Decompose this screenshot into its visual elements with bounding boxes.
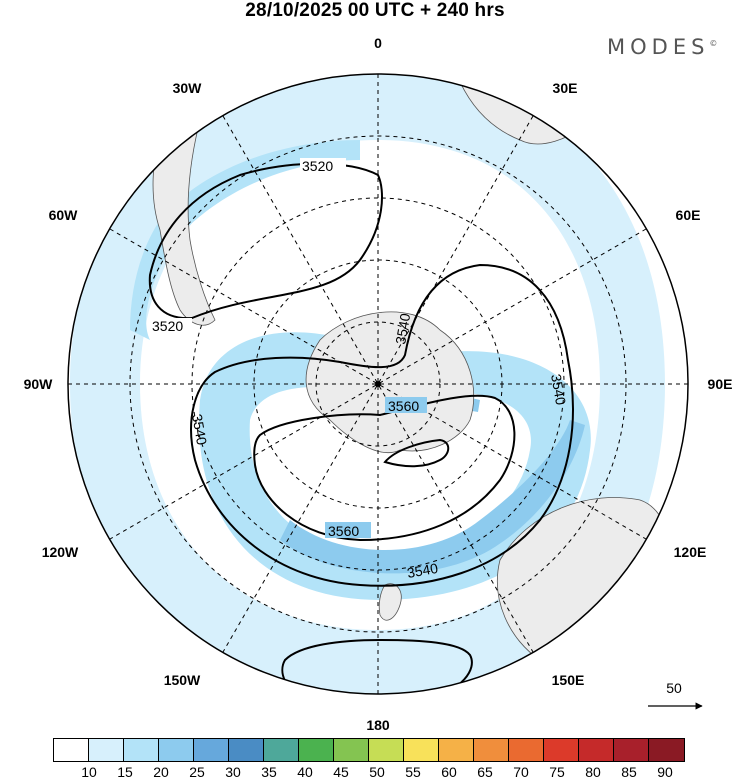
contour-label-3560-south: 3560	[328, 523, 359, 539]
brand-text: MODES	[607, 35, 710, 59]
lon-label-60e: 60E	[676, 207, 701, 223]
colorbar-tick-label: 70	[513, 764, 529, 780]
contour-labels: 3520 3520 3540 3540 3540 3560 3560 3540	[150, 158, 569, 581]
contour-3540-south	[281, 638, 473, 694]
lon-label-150e: 150E	[552, 672, 585, 688]
lon-label-150w: 150W	[164, 672, 201, 688]
colorbar-tick-label: 90	[657, 764, 673, 780]
colorbar-tick-label: 50	[369, 764, 385, 780]
lon-label-120e: 120E	[674, 544, 707, 560]
colorbar-cell	[544, 739, 579, 761]
colorbar-cell	[229, 739, 264, 761]
colorbar-cell	[89, 739, 124, 761]
contour-3560	[253, 394, 516, 542]
colorbar-tick-label: 40	[297, 764, 313, 780]
colorbar-cell	[264, 739, 299, 761]
contour-label-3540-south: 3540	[406, 560, 440, 581]
lon-label-30w: 30W	[173, 80, 203, 96]
colorbar-tick-label: 20	[153, 764, 169, 780]
graticule	[68, 74, 688, 694]
lon-label-0: 0	[374, 35, 382, 51]
south-pole-marker	[375, 381, 381, 387]
colorbar-tick-label: 45	[333, 764, 349, 780]
colorbar-cell	[194, 739, 229, 761]
colorbar-cell	[614, 739, 649, 761]
colorbar-cell	[474, 739, 509, 761]
colorbar-cell	[334, 739, 369, 761]
meridian-30	[222, 115, 534, 653]
contour-label-3540-west: 3540	[189, 413, 210, 447]
colorbar-ticks: 10 15 20 25 30 35 40 45 50 55 60 65 70 75 80 85 90	[53, 764, 703, 782]
new-zealand-land	[378, 583, 402, 621]
polar-map: 3520 3520 3540 3540 3540 3560 3560 3540 …	[24, 35, 733, 733]
meridian-150	[222, 115, 534, 653]
colorbar-cell	[649, 739, 684, 761]
colorbar-tick-label: 80	[585, 764, 601, 780]
vector-reference-label: 50	[666, 680, 682, 696]
contour-3540-small	[383, 438, 450, 468]
colorbar-cell	[54, 739, 89, 761]
contour-label-3540-center: 3540	[392, 312, 413, 346]
antarctica-land	[305, 311, 475, 454]
colorbar-cell	[124, 739, 159, 761]
colorbar-cell	[369, 739, 404, 761]
lon-label-180: 180	[366, 717, 390, 733]
colorbar	[53, 738, 685, 762]
modes-logo: MODES©	[607, 35, 717, 59]
lon-label-60w: 60W	[49, 207, 79, 223]
lon-label-90w: 90W	[24, 376, 54, 392]
colorbar-tick-label: 10	[81, 764, 97, 780]
copyright-mark: ©	[709, 39, 718, 48]
colorbar-cell	[299, 739, 334, 761]
latitude-ring-4	[129, 135, 627, 633]
map-boundary	[67, 73, 689, 695]
map-disc: 3520 3520 3540 3540 3540 3560 3560 3540	[68, 74, 688, 694]
lon-label-30e: 30E	[553, 80, 578, 96]
colorbar-cell	[439, 739, 474, 761]
colorbar-cell	[404, 739, 439, 761]
contour-label-3560-east: 3560	[388, 398, 419, 414]
colorbar-tick-label: 85	[621, 764, 637, 780]
contour-label-3520-north: 3520	[302, 158, 333, 174]
colorbar-tick-label: 55	[405, 764, 421, 780]
contour-label-3540-east: 3540	[548, 373, 569, 407]
lon-label-90e: 90E	[708, 376, 733, 392]
colorbar-cell	[159, 739, 194, 761]
colorbar-tick-label: 15	[117, 764, 133, 780]
map-title: 28/10/2025 00 UTC + 240 hrs	[245, 0, 505, 21]
lon-label-120w: 120W	[42, 544, 79, 560]
meridian-120	[109, 228, 647, 540]
colorbar-tick-label: 60	[441, 764, 457, 780]
meridian-60	[109, 228, 647, 540]
colorbar-tick-label: 30	[225, 764, 241, 780]
jet-core	[280, 420, 585, 574]
colorbar-tick-label: 75	[549, 764, 565, 780]
south-america-land	[152, 119, 216, 326]
contour-3540-outer	[190, 263, 574, 587]
contour-label-3520-west: 3520	[152, 318, 183, 334]
colorbar-tick-label: 65	[477, 764, 493, 780]
colorbar-tick-label: 35	[261, 764, 277, 780]
colorbar-cell	[509, 739, 544, 761]
colorbar-cell	[579, 739, 614, 761]
colorbar-tick-label: 25	[189, 764, 205, 780]
